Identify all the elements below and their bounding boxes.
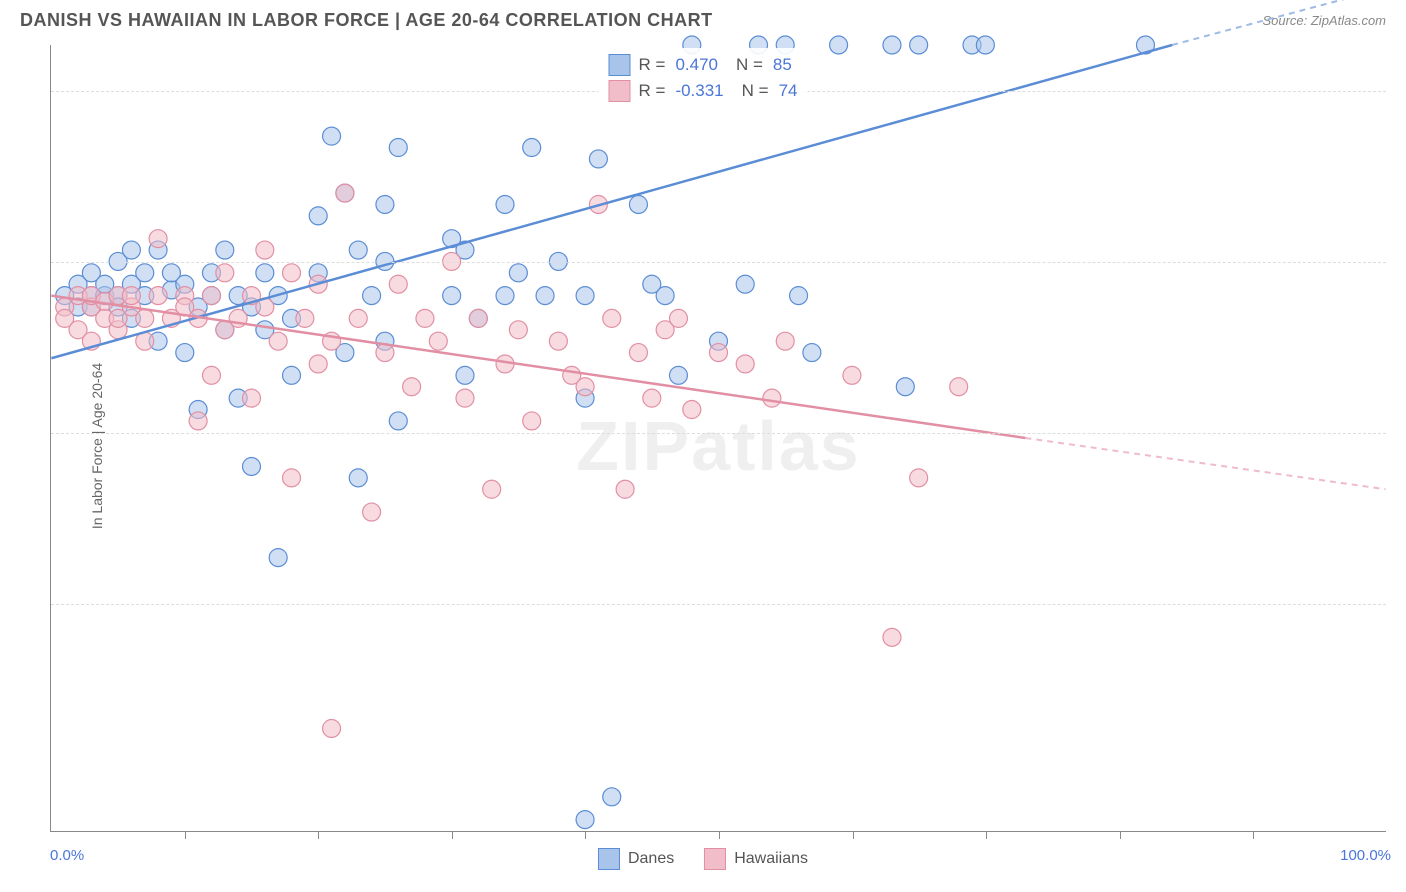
stat-n-hawaiians: 74: [779, 81, 798, 101]
legend: Danes Hawaiians: [598, 848, 808, 870]
legend-label-hawaiians: Hawaiians: [734, 850, 808, 868]
y-tick-label: 85.0%: [1396, 253, 1406, 270]
stat-n-danes: 85: [773, 55, 792, 75]
correlation-stats: R = 0.470 N = 85 R = -0.331 N = 74: [599, 48, 808, 108]
x-axis-max: 100.0%: [1340, 847, 1391, 864]
stat-r-hawaiians: -0.331: [675, 81, 723, 101]
y-tick-label: 100.0%: [1396, 82, 1406, 99]
legend-danes: Danes: [598, 848, 674, 870]
stat-row-danes: R = 0.470 N = 85: [609, 52, 798, 78]
stat-row-hawaiians: R = -0.331 N = 74: [609, 78, 798, 104]
legend-swatch-danes: [598, 848, 620, 870]
legend-label-danes: Danes: [628, 850, 674, 868]
header: DANISH VS HAWAIIAN IN LABOR FORCE | AGE …: [0, 0, 1406, 36]
chart-container: DANISH VS HAWAIIAN IN LABOR FORCE | AGE …: [0, 0, 1406, 892]
y-tick-label: 70.0%: [1396, 424, 1406, 441]
y-tick-label: 55.0%: [1396, 595, 1406, 612]
legend-hawaiians: Hawaiians: [704, 848, 808, 870]
stat-r-danes: 0.470: [675, 55, 718, 75]
plot-area: ZIPatlas 55.0%70.0%85.0%100.0%: [50, 45, 1386, 832]
legend-swatch-hawaiians: [704, 848, 726, 870]
x-axis-min: 0.0%: [50, 847, 84, 864]
stat-r-label: R =: [639, 81, 666, 101]
chart-svg: [51, 45, 1386, 831]
swatch-danes: [609, 54, 631, 76]
swatch-hawaiians: [609, 80, 631, 102]
stat-n-label: N =: [742, 81, 769, 101]
stat-r-label: R =: [639, 55, 666, 75]
stat-n-label: N =: [736, 55, 763, 75]
chart-title: DANISH VS HAWAIIAN IN LABOR FORCE | AGE …: [20, 10, 713, 31]
